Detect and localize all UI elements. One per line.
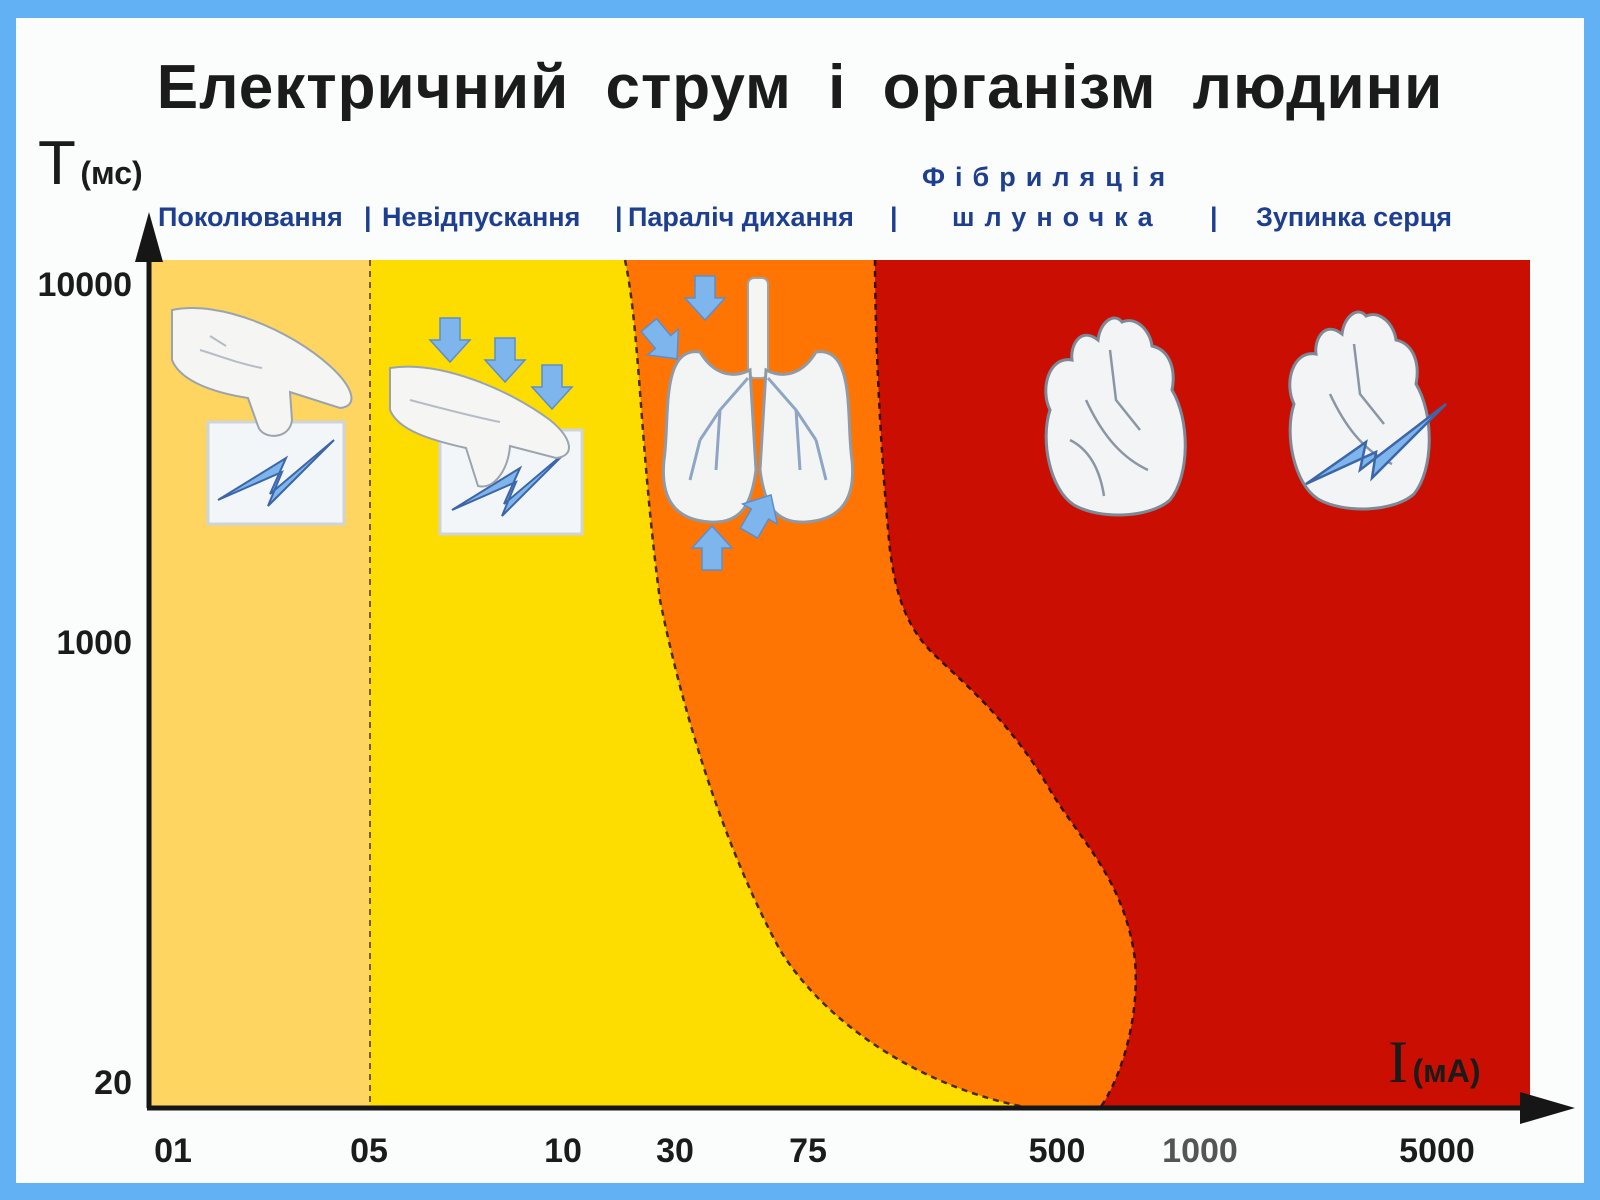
zone-label-no-release: Невідпускання: [382, 202, 581, 232]
x-axis-title: I (мА): [1388, 1028, 1481, 1097]
zone-label-cardiac-arrest: Зупинка серця: [1256, 202, 1453, 232]
boundary-line-paralysis: [623, 259, 1031, 1110]
zone-separator: |: [1210, 202, 1218, 232]
y-tick-label: 10000: [37, 266, 132, 304]
y-tick-label: 1000: [56, 624, 132, 662]
y-axis-symbol: T: [38, 129, 76, 198]
hand-grip-shock-icon: [389, 317, 584, 536]
zone-label-fibrillation: Фібриляція: [922, 162, 1176, 192]
y-axis-title: T (мс): [38, 128, 143, 199]
x-tick-label: 30: [656, 1132, 694, 1170]
y-tick-label: 20: [94, 1064, 132, 1102]
zone-label-respiratory-paralysis: Параліч дихання: [628, 202, 854, 232]
zone-label-ventricle: шлуночка: [952, 202, 1163, 232]
zone-separator: |: [615, 202, 623, 232]
zone-separator: |: [890, 202, 898, 232]
boundary-line-fibrillation: [873, 259, 1137, 1109]
x-tick-label: 05: [350, 1132, 388, 1170]
x-tick-label: 5000: [1399, 1132, 1475, 1170]
heart-shock-icon: [1288, 310, 1447, 511]
chart-title: Електричний струм і організм людини: [156, 53, 1444, 122]
zone-separator: |: [364, 202, 372, 232]
heart-icon: [1044, 316, 1187, 517]
hand-touch-shock-icon: [171, 307, 353, 526]
x-tick-label: 10: [544, 1132, 582, 1170]
x-axis-symbol: I: [1388, 1029, 1408, 1095]
x-tick-label: 75: [789, 1132, 827, 1170]
y-axis-arrowhead: [135, 212, 163, 262]
x-tick-label: 500: [1028, 1132, 1086, 1170]
x-axis-arrowhead: [1520, 1092, 1575, 1124]
zone-label-tingling: Поколювання: [158, 202, 343, 232]
y-axis-unit: (мс): [80, 155, 143, 191]
lungs-icon: [632, 275, 855, 571]
x-axis-unit: (мА): [1412, 1053, 1481, 1089]
x-tick-label: 1000: [1162, 1132, 1238, 1170]
x-tick-label: 01: [154, 1132, 192, 1170]
